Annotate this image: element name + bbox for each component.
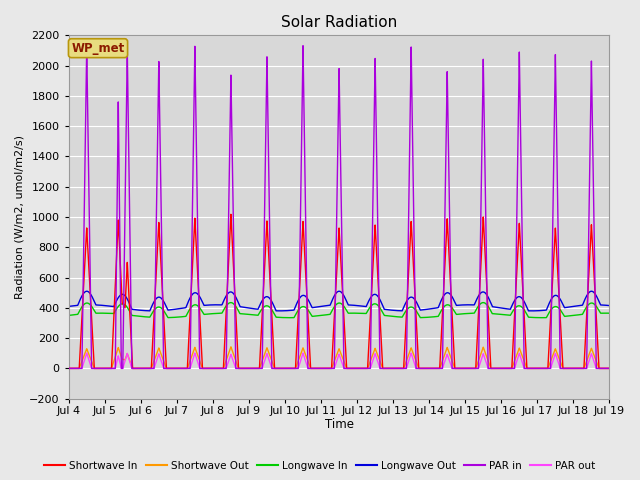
PAR in — [92, 365, 99, 371]
Longwave Out — [605, 303, 613, 309]
PAR in — [605, 365, 613, 371]
PAR out — [326, 365, 334, 371]
Legend: Shortwave In, Shortwave Out, Longwave In, Longwave Out, PAR in, PAR out: Shortwave In, Shortwave Out, Longwave In… — [40, 456, 600, 475]
Shortwave Out — [511, 358, 518, 364]
Shortwave In — [253, 365, 260, 371]
Longwave In — [605, 310, 613, 316]
Shortwave In — [92, 365, 99, 371]
Line: Longwave Out: Longwave Out — [68, 291, 609, 311]
Longwave Out — [511, 298, 518, 303]
Longwave Out — [508, 303, 515, 309]
Shortwave Out — [65, 365, 72, 371]
PAR out — [253, 365, 260, 371]
Longwave In — [65, 312, 72, 318]
PAR in — [253, 365, 260, 371]
Shortwave In — [576, 365, 584, 371]
Line: PAR out: PAR out — [68, 353, 609, 368]
PAR in — [326, 365, 334, 371]
Shortwave In — [511, 311, 518, 317]
Shortwave In — [508, 365, 515, 371]
PAR out — [92, 365, 99, 371]
Shortwave Out — [227, 344, 235, 350]
Longwave Out — [576, 303, 584, 309]
Line: Shortwave In: Shortwave In — [68, 214, 609, 368]
Shortwave In — [227, 211, 235, 217]
Longwave In — [253, 312, 260, 318]
PAR in — [511, 358, 518, 363]
Shortwave Out — [508, 365, 515, 371]
Line: PAR in: PAR in — [68, 46, 609, 368]
Longwave In — [508, 310, 515, 316]
Longwave In — [92, 309, 99, 315]
Shortwave Out — [576, 365, 584, 371]
Text: WP_met: WP_met — [72, 42, 125, 55]
PAR out — [65, 365, 72, 371]
PAR out — [576, 365, 584, 371]
Shortwave Out — [92, 365, 99, 371]
Longwave In — [227, 300, 235, 305]
Y-axis label: Radiation (W/m2, umol/m2/s): Radiation (W/m2, umol/m2/s) — [15, 135, 25, 299]
PAR out — [605, 365, 613, 371]
X-axis label: Time: Time — [324, 419, 353, 432]
Shortwave Out — [605, 365, 613, 371]
Longwave In — [326, 311, 334, 317]
Longwave In — [576, 312, 584, 318]
PAR out — [508, 365, 515, 371]
PAR in — [576, 365, 584, 371]
Longwave In — [285, 315, 293, 321]
Shortwave Out — [326, 365, 334, 371]
Longwave Out — [92, 300, 99, 306]
Shortwave In — [326, 365, 334, 371]
Line: Longwave In: Longwave In — [68, 302, 609, 318]
Line: Shortwave Out: Shortwave Out — [68, 347, 609, 368]
Longwave Out — [326, 302, 334, 308]
Shortwave Out — [253, 365, 260, 371]
PAR in — [65, 365, 72, 371]
PAR out — [511, 365, 518, 371]
Longwave Out — [276, 308, 284, 314]
Longwave Out — [83, 288, 91, 294]
Longwave Out — [253, 306, 260, 312]
Shortwave In — [605, 365, 613, 371]
Longwave Out — [65, 303, 72, 309]
PAR in — [508, 365, 515, 371]
PAR in — [299, 43, 307, 48]
PAR out — [299, 350, 307, 356]
Title: Solar Radiation: Solar Radiation — [281, 15, 397, 30]
Longwave In — [511, 306, 518, 312]
Shortwave In — [65, 365, 72, 371]
